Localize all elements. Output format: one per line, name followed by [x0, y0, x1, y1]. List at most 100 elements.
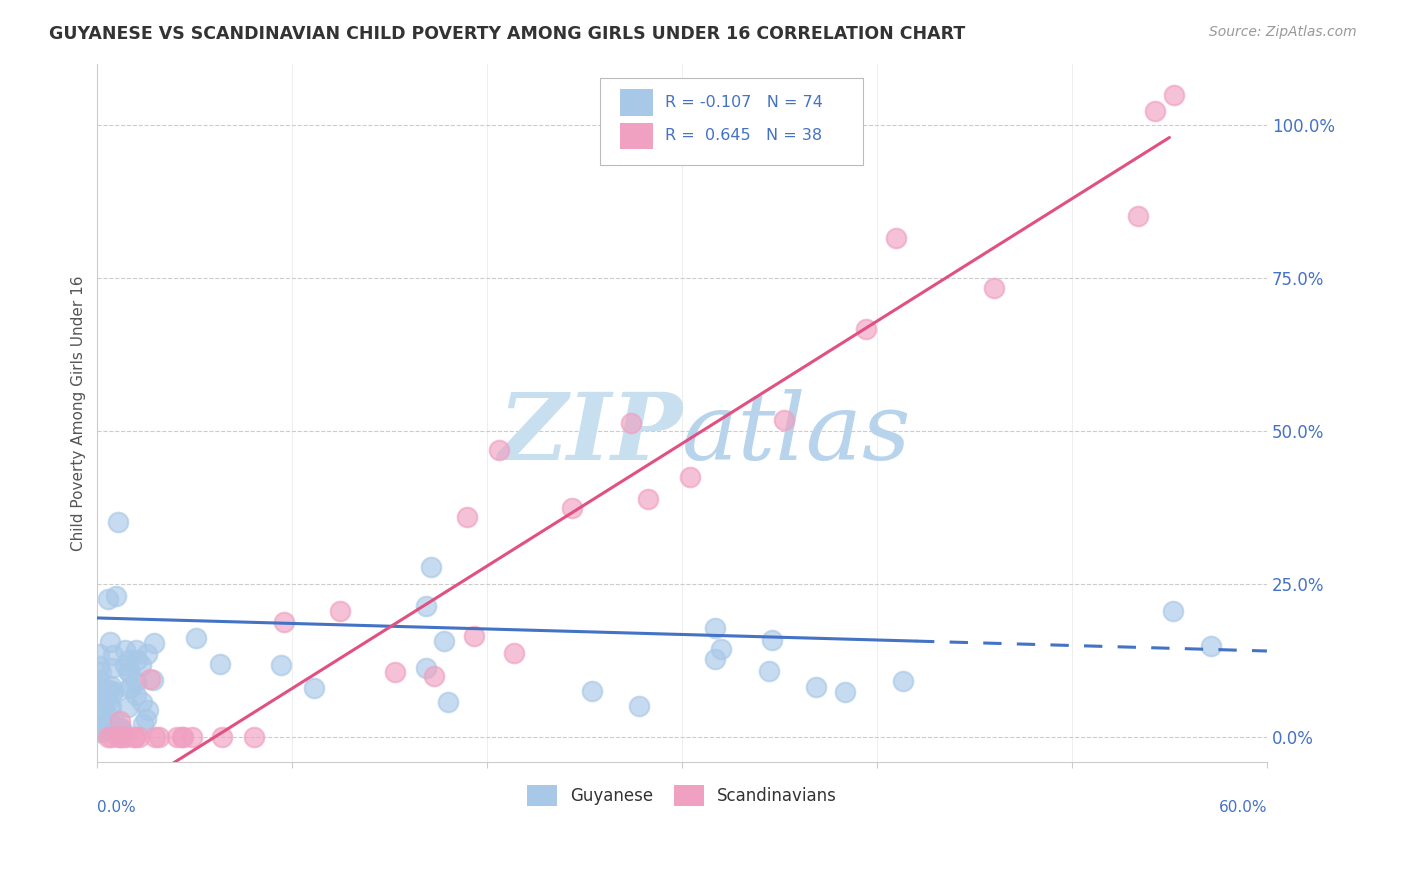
Point	[89, 658, 111, 673]
Point	[463, 629, 485, 643]
Point	[135, 647, 157, 661]
Point	[89, 680, 111, 694]
Point	[209, 657, 232, 671]
Point	[101, 688, 124, 702]
Point	[89, 647, 111, 661]
Point	[125, 675, 148, 690]
Point	[107, 730, 129, 744]
Point	[270, 658, 292, 673]
Point	[118, 653, 141, 667]
Point	[100, 730, 122, 744]
Point	[125, 642, 148, 657]
Point	[703, 651, 725, 665]
Point	[172, 730, 194, 744]
Point	[710, 641, 733, 656]
Point	[129, 657, 152, 672]
Point	[93, 724, 115, 739]
Point	[98, 634, 121, 648]
Point	[1126, 209, 1149, 223]
Point	[143, 730, 166, 744]
Point	[637, 491, 659, 506]
Point	[211, 730, 233, 744]
Point	[90, 665, 112, 679]
Point	[104, 589, 127, 603]
Point	[136, 703, 159, 717]
Point	[180, 730, 202, 744]
Point	[89, 724, 111, 739]
Point	[93, 683, 115, 698]
Point	[773, 413, 796, 427]
Point	[110, 722, 132, 736]
Point	[138, 672, 160, 686]
Point	[93, 691, 115, 706]
Text: 0.0%: 0.0%	[97, 800, 136, 815]
Point	[93, 716, 115, 731]
Point	[172, 730, 194, 744]
FancyBboxPatch shape	[600, 78, 863, 165]
Point	[703, 621, 725, 635]
Point	[302, 681, 325, 695]
Point	[1161, 604, 1184, 618]
Point	[884, 231, 907, 245]
Point	[186, 631, 208, 645]
Text: GUYANESE VS SCANDINAVIAN CHILD POVERTY AMONG GIRLS UNDER 16 CORRELATION CHART: GUYANESE VS SCANDINAVIAN CHILD POVERTY A…	[49, 25, 966, 43]
Point	[243, 730, 266, 744]
Point	[111, 730, 134, 744]
Point	[96, 688, 118, 702]
Point	[100, 716, 122, 731]
Point	[891, 674, 914, 689]
Text: R =  0.645   N = 38: R = 0.645 N = 38	[665, 128, 821, 144]
Point	[148, 730, 170, 744]
Point	[124, 730, 146, 744]
Legend: Guyanese, Scandinavians: Guyanese, Scandinavians	[527, 786, 837, 805]
Point	[1199, 639, 1222, 653]
Point	[127, 653, 149, 667]
Point	[456, 510, 478, 524]
Point	[89, 707, 111, 722]
Text: ZIP: ZIP	[498, 389, 682, 479]
Point	[117, 700, 139, 714]
Point	[110, 730, 132, 744]
Text: Source: ZipAtlas.com: Source: ZipAtlas.com	[1209, 25, 1357, 39]
Point	[107, 724, 129, 739]
Point	[100, 700, 122, 714]
Point	[97, 716, 120, 731]
Point	[118, 665, 141, 680]
Point	[804, 680, 827, 694]
Point	[855, 322, 877, 336]
Point	[384, 665, 406, 679]
Point	[761, 632, 783, 647]
Point	[620, 416, 643, 430]
Point	[415, 599, 437, 613]
Point	[108, 714, 131, 728]
Point	[107, 515, 129, 529]
Point	[503, 646, 526, 660]
Point	[117, 681, 139, 696]
Point	[125, 688, 148, 702]
Point	[432, 633, 454, 648]
Point	[97, 592, 120, 607]
Point	[329, 604, 352, 618]
FancyBboxPatch shape	[620, 89, 652, 116]
Point	[100, 679, 122, 693]
Point	[983, 281, 1005, 295]
Point	[101, 661, 124, 675]
Point	[117, 664, 139, 678]
Y-axis label: Child Poverty Among Girls Under 16: Child Poverty Among Girls Under 16	[72, 275, 86, 550]
Point	[273, 615, 295, 630]
Point	[115, 730, 138, 744]
Point	[488, 442, 510, 457]
Text: R = -0.107   N = 74: R = -0.107 N = 74	[665, 95, 823, 110]
Point	[1163, 87, 1185, 102]
Point	[89, 673, 111, 688]
Point	[758, 664, 780, 678]
Point	[561, 500, 583, 515]
Point	[101, 648, 124, 662]
Point	[1143, 104, 1166, 119]
Point	[679, 470, 702, 484]
Point	[90, 711, 112, 725]
Point	[142, 673, 165, 687]
Point	[437, 695, 460, 709]
Text: 60.0%: 60.0%	[1219, 800, 1267, 815]
Point	[627, 698, 650, 713]
